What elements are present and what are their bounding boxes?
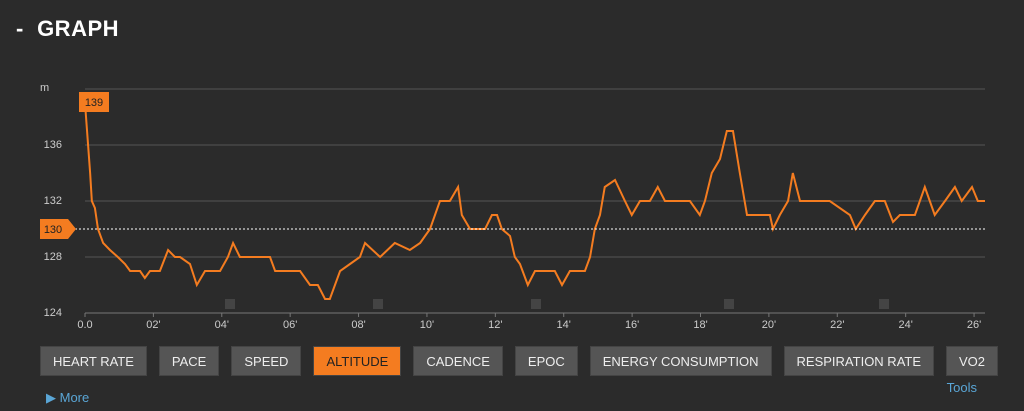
max-label: 139 — [85, 97, 103, 109]
average-flag — [40, 219, 76, 239]
x-tick-label: 04' — [215, 319, 229, 331]
tools-link[interactable]: Tools — [946, 380, 977, 395]
x-tick-label: 02' — [146, 319, 160, 331]
button-bar: HEART RATE PACE SPEED ALTITUDE CADENCE EPOC EN… — [40, 346, 999, 376]
x-tick-label: 08' — [351, 319, 365, 331]
metric-button[interactable]: ENERGY CONSUMPTION — [589, 346, 772, 376]
lap-markers — [225, 299, 889, 309]
x-tick-label: 26' — [967, 319, 981, 331]
metric-button[interactable]: HEART RATE — [40, 346, 147, 376]
y-tick-label: 132 — [44, 195, 62, 207]
more-label[interactable]: More — [59, 390, 90, 405]
y-unit: m — [40, 82, 49, 94]
x-tick-label: 22' — [830, 319, 844, 331]
metric-button[interactable]: ALTITUDE — [313, 346, 402, 376]
y-tick-label: 128 — [44, 251, 62, 263]
x-tick-label: 12' — [488, 319, 502, 331]
x-tick-label: 14' — [557, 319, 571, 331]
x-tick-label: 24' — [898, 319, 912, 331]
metric-button[interactable]: RESPIRATION RATE — [783, 346, 935, 376]
x-tick-label: 0.0 — [77, 319, 92, 331]
header: - GRAPH — [16, 16, 120, 41]
metric-button[interactable]: PACE — [158, 346, 220, 376]
header-title: GRAPH — [37, 16, 120, 41]
metric-button[interactable]: SPEED — [231, 346, 302, 376]
metric-button[interactable]: EPOC — [514, 346, 578, 376]
altitude-line — [84, 102, 985, 300]
x-tick-label: 10' — [420, 319, 434, 331]
max-flag — [79, 92, 109, 112]
chart: m 124 128 132 136 0.0 02' 04' 06' 08' 10' 12' 14' 16… — [40, 82, 985, 331]
average-label: 130 — [44, 224, 62, 236]
x-tick-label: 06' — [283, 319, 297, 331]
y-tick-label: 124 — [44, 307, 62, 319]
x-tick-label: 20' — [762, 319, 776, 331]
x-tick-label: 16' — [625, 319, 639, 331]
metric-button[interactable]: VO2 — [946, 346, 999, 376]
x-tick-label: 18' — [693, 319, 707, 331]
y-tick-label: 136 — [44, 139, 62, 151]
more-link[interactable]: ▶ More — [46, 390, 90, 405]
metric-button[interactable]: CADENCE — [413, 346, 503, 376]
